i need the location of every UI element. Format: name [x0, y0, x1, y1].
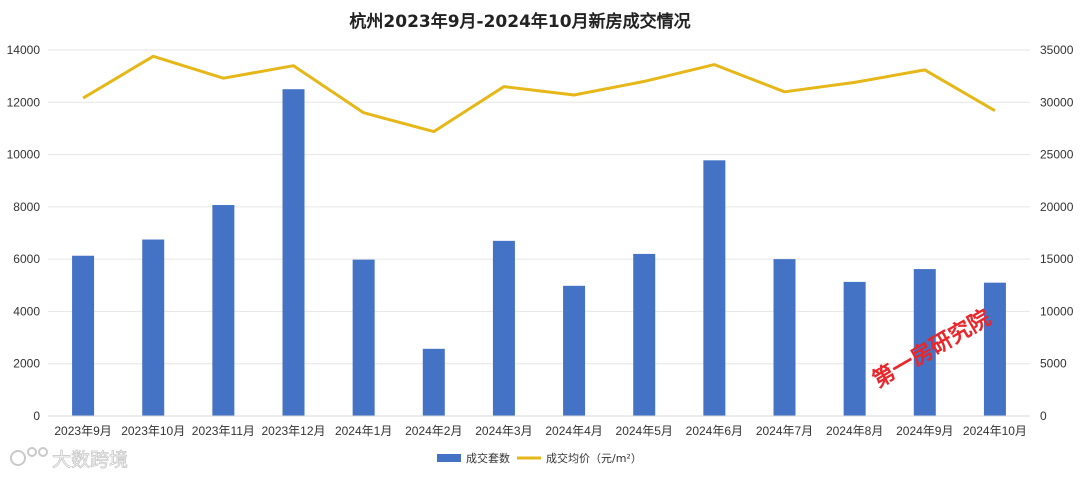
- legend-label-line: 成交均价（元/m²）: [546, 451, 642, 465]
- right-tick-label: 35000: [1040, 43, 1074, 57]
- bar: [142, 239, 165, 416]
- left-tick-label: 14000: [7, 43, 41, 57]
- right-tick-label: 15000: [1040, 252, 1074, 266]
- bar: [212, 205, 235, 416]
- left-axis: 0 2000 4000 6000 8000 10000 12000 14000: [7, 43, 41, 423]
- bar: [983, 282, 1006, 416]
- bar-series: [72, 89, 1006, 416]
- bar: [913, 269, 936, 416]
- right-tick-label: 30000: [1040, 95, 1074, 109]
- gridlines: [48, 49, 1030, 417]
- bar: [352, 259, 375, 416]
- x-axis: 2023年9月 2023年10月 2023年11月 2023年12月 2024年1月 20…: [48, 415, 1030, 438]
- left-tick-label: 6000: [13, 252, 40, 266]
- x-tick-label: 2024年7月: [756, 424, 813, 438]
- right-axis: 0 5000 10000 15000 20000 25000 30000 35000: [1040, 43, 1074, 423]
- x-tick-label: 2024年8月: [826, 424, 883, 438]
- left-tick-label: 10000: [7, 148, 41, 162]
- x-tick-label: 2023年12月: [261, 424, 325, 438]
- x-tick-label: 2024年4月: [545, 424, 602, 438]
- left-tick-label: 8000: [13, 200, 40, 214]
- right-tick-label: 20000: [1040, 200, 1074, 214]
- legend-swatch-bars: [437, 454, 461, 462]
- right-tick-label: 10000: [1040, 304, 1074, 318]
- legend: 成交套数 成交均价（元/m²）: [437, 451, 642, 465]
- line-series: [82, 54, 996, 134]
- watermark-grey-text: 大数跨境: [52, 449, 128, 471]
- right-tick-label: 25000: [1040, 148, 1074, 162]
- price-line: [82, 54, 996, 134]
- bar: [703, 160, 726, 416]
- x-tick-label: 2023年9月: [54, 424, 111, 438]
- bar: [492, 240, 515, 416]
- bar: [633, 253, 656, 416]
- bar: [282, 89, 305, 416]
- x-tick-label: 2023年10月: [121, 424, 185, 438]
- left-tick-label: 4000: [13, 304, 40, 318]
- bar: [843, 281, 866, 416]
- x-tick-label: 2024年3月: [475, 424, 532, 438]
- right-tick-label: 5000: [1040, 357, 1067, 371]
- x-tick-label: 2024年5月: [616, 424, 673, 438]
- x-tick-label: 2023年11月: [192, 424, 255, 438]
- x-tick-label: 2024年2月: [405, 424, 462, 438]
- watermark-logo: 大数跨境: [10, 447, 128, 471]
- x-tick-label: 2024年9月: [896, 424, 953, 438]
- right-tick-label: 0: [1040, 409, 1047, 423]
- bar: [72, 255, 95, 416]
- left-tick-label: 12000: [7, 95, 41, 109]
- bar: [422, 348, 445, 416]
- left-tick-label: 2000: [13, 357, 40, 371]
- bar: [563, 285, 586, 416]
- chart-title: 杭州2023年9月-2024年10月新房成交情况: [349, 11, 690, 32]
- legend-label-bars: 成交套数: [466, 451, 510, 465]
- x-tick-label: 2024年1月: [335, 424, 392, 438]
- left-tick-label: 0: [33, 409, 40, 423]
- bar: [773, 259, 796, 416]
- x-tick-label: 2024年6月: [686, 424, 743, 438]
- x-tick-label: 2024年10月: [963, 424, 1027, 438]
